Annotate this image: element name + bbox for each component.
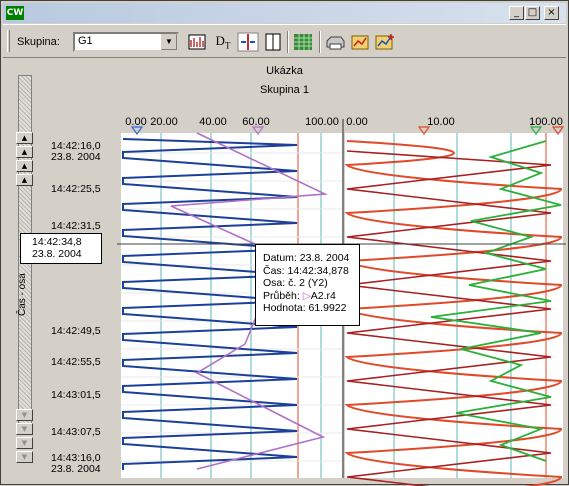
- time-tick-label: 23.8. 2004: [51, 463, 101, 475]
- edit-curves-icon: [351, 35, 369, 50]
- right-axis-tick-label: 100.00: [529, 116, 563, 128]
- time-axis-label-row: 14:42:25,5: [51, 184, 101, 195]
- scroll-down-button[interactable]: ▼: [16, 409, 33, 421]
- scroll-step-down-button[interactable]: ▼: [16, 423, 33, 435]
- left-axis-tick-label: 0.00: [125, 116, 146, 128]
- left-axis-tick-label: 60.00: [242, 116, 270, 128]
- tooltip-axis: Osa: č. 2 (Y2): [263, 277, 328, 289]
- scroll-top-button[interactable]: ▲: [16, 132, 33, 144]
- green-series-marker-icon: [529, 126, 543, 136]
- time-tick-label: 14:43:16,0: [51, 452, 101, 464]
- group-label: Skupina:: [17, 36, 60, 48]
- tooltip-series: Průběh: ▷A2.r4: [263, 289, 336, 302]
- left-axis-tick-label: 20.00: [150, 116, 178, 128]
- close-button[interactable]: ×: [544, 6, 559, 20]
- grid-icon: [294, 34, 312, 50]
- chart-view-button[interactable]: [185, 31, 209, 53]
- left-axis-tick-label: 100.00: [305, 116, 339, 128]
- time-axis-label-row: 14:42:16,0 23.8. 2004: [51, 141, 101, 163]
- scroll-page-up-button[interactable]: ▲: [16, 146, 33, 158]
- green-series-line: [430, 140, 562, 462]
- red2-series-marker-icon: [551, 126, 565, 136]
- dt-button[interactable]: DT: [211, 31, 235, 53]
- app-icon: CW: [6, 6, 24, 20]
- printer-icon: [326, 36, 345, 50]
- time-tick-label: 14:43:01,5: [51, 389, 101, 401]
- minimize-button[interactable]: _: [509, 6, 524, 20]
- time-tick-label: 14:42:31,5: [51, 220, 101, 232]
- chevron-down-icon[interactable]: ▼: [161, 34, 177, 50]
- tooltip-time: Čas: 14:42:34,878: [263, 264, 349, 277]
- time-axis-label-row: 14:42:55,5: [51, 357, 101, 368]
- cursor-date: 23.8. 2004: [32, 248, 82, 260]
- left-axis-tick-label: 40.00: [199, 116, 227, 128]
- print-button[interactable]: [323, 31, 347, 53]
- maximize-button[interactable]: □: [525, 6, 540, 20]
- add-curve-button[interactable]: [373, 31, 397, 53]
- scroll-step-up-button[interactable]: ▲: [16, 160, 33, 172]
- tooltip-date: Datum: 23.8. 2004: [263, 252, 350, 264]
- grid-button[interactable]: [291, 31, 315, 53]
- time-tick-label: 14:42:55,5: [51, 356, 101, 368]
- group-select-value: G1: [78, 35, 93, 47]
- time-tick-label: 14:43:07,5: [51, 426, 101, 438]
- darkred-series-line: [346, 150, 552, 486]
- cursor-button[interactable]: [236, 31, 260, 53]
- red-series-marker-icon: [417, 126, 431, 136]
- blue-series-line: [122, 138, 298, 470]
- time-axis-label-row: 14:43:01,5: [51, 390, 101, 401]
- time-cursor-readout[interactable]: 14:42:34,8 23.8. 2004: [20, 233, 102, 264]
- right-axis-tick-label: 0.00: [346, 116, 367, 128]
- chart-view-icon: [188, 34, 206, 50]
- split-view-icon: [265, 33, 281, 51]
- edit-curves-button[interactable]: [349, 31, 373, 53]
- tooltip-value: Hodnota: 61.9922: [263, 302, 347, 314]
- chart-title: Ukázka: [266, 65, 303, 77]
- cursor-time: 14:42:34,8: [32, 236, 82, 248]
- time-tick-label: 14:42:49,5: [51, 325, 101, 337]
- time-axis-label-row: 14:42:31,5: [51, 221, 101, 232]
- group-select[interactable]: G1 ▼: [73, 32, 179, 52]
- time-axis-label-row: 14:42:49,5: [51, 326, 101, 337]
- time-axis-label-row: 14:43:07,5: [51, 427, 101, 438]
- add-curve-icon: [375, 34, 394, 50]
- time-tick-label: 23.8. 2004: [51, 151, 101, 163]
- time-tick-label: 14:42:25,5: [51, 183, 101, 195]
- scroll-page-down-button[interactable]: ▼: [16, 437, 33, 449]
- scroll-bottom-button[interactable]: ▼: [16, 451, 33, 463]
- toolbar: Skupina: G1 ▼ DT: [3, 24, 566, 58]
- time-tick-label: 14:42:16,0: [51, 140, 101, 152]
- series-marker-icon: ▷: [302, 289, 311, 302]
- scroll-up-button[interactable]: ▲: [16, 174, 33, 186]
- toolbar-grip[interactable]: [7, 30, 10, 52]
- dt-icon: DT: [215, 33, 231, 51]
- time-axis-label-row: 14:43:16,0 23.8. 2004: [51, 453, 101, 475]
- value-tooltip: Datum: 23.8. 2004 Čas: 14:42:34,878 Osa:…: [255, 244, 360, 326]
- chart-subtitle: Skupina 1: [260, 84, 309, 96]
- blue-series-marker-icon: [130, 126, 144, 136]
- split-view-button[interactable]: [261, 31, 285, 53]
- purple-series-marker-icon: [251, 126, 265, 136]
- title-bar[interactable]: CW _ □ ×: [3, 3, 566, 23]
- cursor-icon: [237, 32, 259, 52]
- right-axis-tick-label: 10.00: [427, 116, 455, 128]
